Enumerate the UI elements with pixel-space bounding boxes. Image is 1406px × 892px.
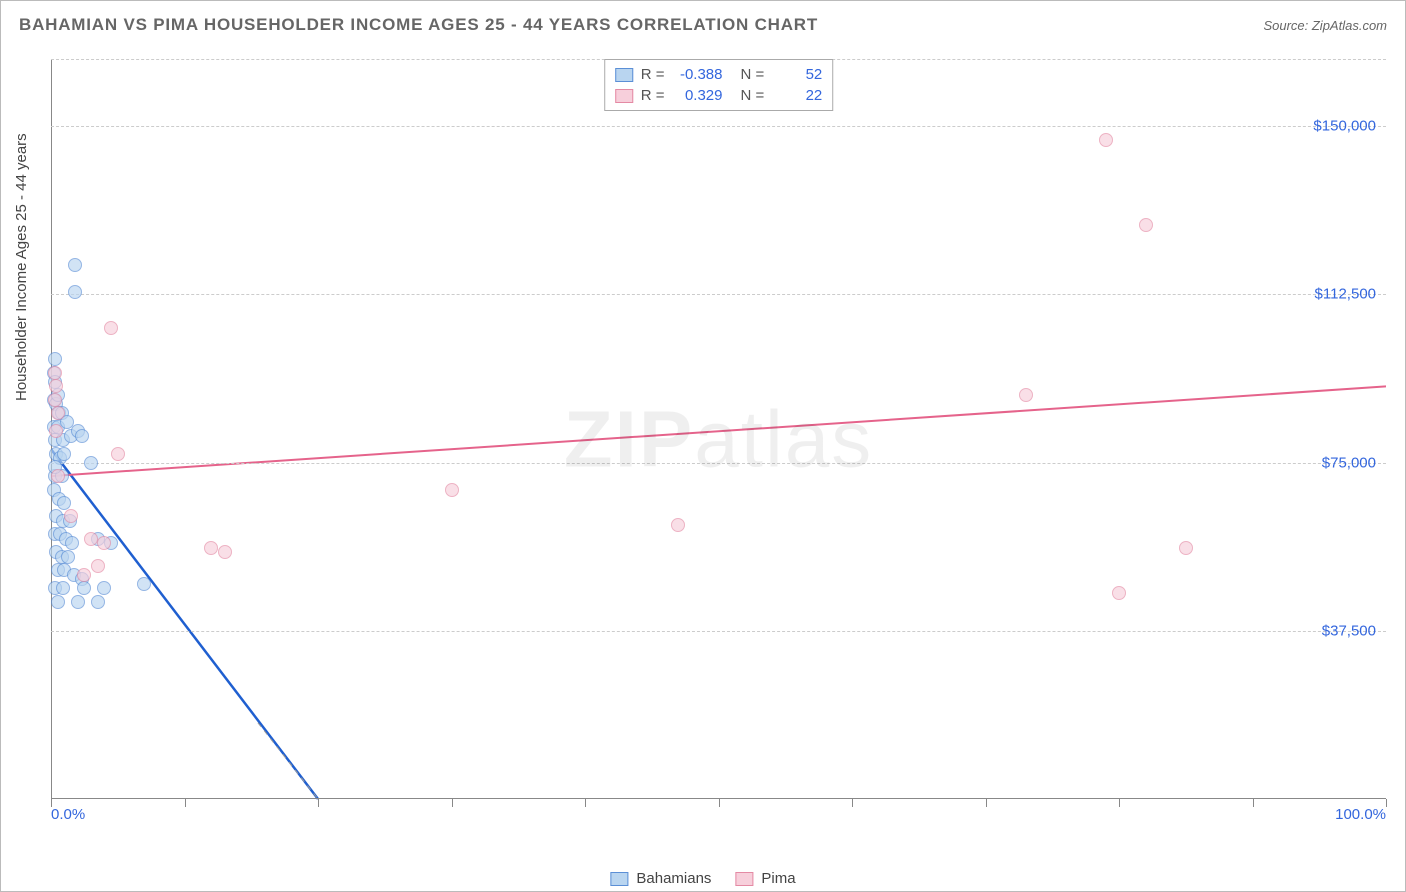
data-point [49, 424, 63, 438]
x-tick-mark [852, 799, 853, 807]
x-tick-mark [185, 799, 186, 807]
data-point [48, 366, 62, 380]
data-point [445, 483, 459, 497]
legend-series: Bahamians Pima [610, 870, 795, 887]
data-point [51, 469, 65, 483]
data-point [1019, 388, 1033, 402]
data-point [671, 518, 685, 532]
data-point [48, 393, 62, 407]
x-tick-mark [1253, 799, 1254, 807]
title-bar: BAHAMIAN VS PIMA HOUSEHOLDER INCOME AGES… [1, 1, 1405, 45]
x-tick-mark [1386, 799, 1387, 807]
data-point [137, 577, 151, 591]
source-label: Source: ZipAtlas.com [1263, 18, 1387, 33]
data-point [61, 550, 75, 564]
legend-n-value: 52 [772, 66, 822, 83]
legend-series-label: Pima [761, 870, 795, 887]
data-point [48, 352, 62, 366]
gridline [51, 631, 1386, 632]
plot-svg [51, 59, 1386, 829]
legend-stats-row: R = 0.329 N = 22 [615, 85, 823, 106]
data-point [97, 581, 111, 595]
legend-r-value: 0.329 [673, 87, 723, 104]
legend-swatch [615, 89, 633, 103]
legend-r-label: R = [641, 66, 665, 83]
y-axis-label: Householder Income Ages 25 - 44 years [13, 133, 30, 401]
data-point [64, 509, 78, 523]
data-point [204, 541, 218, 555]
data-point [51, 595, 65, 609]
x-tick-mark [1119, 799, 1120, 807]
data-point [77, 581, 91, 595]
data-point [84, 532, 98, 546]
x-tick-mark [585, 799, 586, 807]
legend-n-label: N = [741, 87, 765, 104]
legend-stats: R = -0.388 N = 52 R = 0.329 N = 22 [604, 59, 834, 111]
plot-region: $37,500$75,000$112,500$150,000 ZIPatlas … [51, 59, 1386, 829]
y-tick-label: $75,000 [1322, 454, 1376, 471]
data-point [97, 536, 111, 550]
data-point [65, 536, 79, 550]
data-point [104, 321, 118, 335]
chart-container: BAHAMIAN VS PIMA HOUSEHOLDER INCOME AGES… [0, 0, 1406, 892]
legend-swatch [615, 68, 633, 82]
data-point [68, 285, 82, 299]
x-tick-mark [318, 799, 319, 807]
legend-n-value: 22 [772, 87, 822, 104]
legend-stats-row: R = -0.388 N = 52 [615, 64, 823, 85]
x-min-label: 0.0% [51, 806, 85, 823]
data-point [51, 406, 65, 420]
y-tick-label: $112,500 [1315, 286, 1376, 303]
x-max-label: 100.0% [1335, 806, 1386, 823]
data-point [111, 447, 125, 461]
data-point [57, 447, 71, 461]
data-point [84, 456, 98, 470]
legend-series-item: Pima [735, 870, 795, 887]
data-point [75, 429, 89, 443]
legend-r-label: R = [641, 87, 665, 104]
data-point [91, 595, 105, 609]
legend-series-item: Bahamians [610, 870, 711, 887]
data-point [218, 545, 232, 559]
data-point [1139, 218, 1153, 232]
gridline [51, 463, 1386, 464]
data-point [1112, 586, 1126, 600]
regression-line [51, 449, 318, 799]
data-point [1099, 133, 1113, 147]
chart-title: BAHAMIAN VS PIMA HOUSEHOLDER INCOME AGES… [19, 15, 818, 35]
gridline [51, 294, 1386, 295]
data-point [49, 379, 63, 393]
data-point [1179, 541, 1193, 555]
y-tick-label: $37,500 [1322, 622, 1376, 639]
x-tick-mark [719, 799, 720, 807]
legend-swatch [610, 872, 628, 886]
x-tick-mark [986, 799, 987, 807]
data-point [77, 568, 91, 582]
legend-series-label: Bahamians [636, 870, 711, 887]
data-point [91, 559, 105, 573]
legend-swatch [735, 872, 753, 886]
data-point [68, 258, 82, 272]
legend-n-label: N = [741, 66, 765, 83]
data-point [56, 581, 70, 595]
gridline [51, 126, 1386, 127]
legend-r-value: -0.388 [673, 66, 723, 83]
x-tick-mark [452, 799, 453, 807]
data-point [57, 496, 71, 510]
data-point [71, 595, 85, 609]
y-tick-label: $150,000 [1313, 118, 1376, 135]
